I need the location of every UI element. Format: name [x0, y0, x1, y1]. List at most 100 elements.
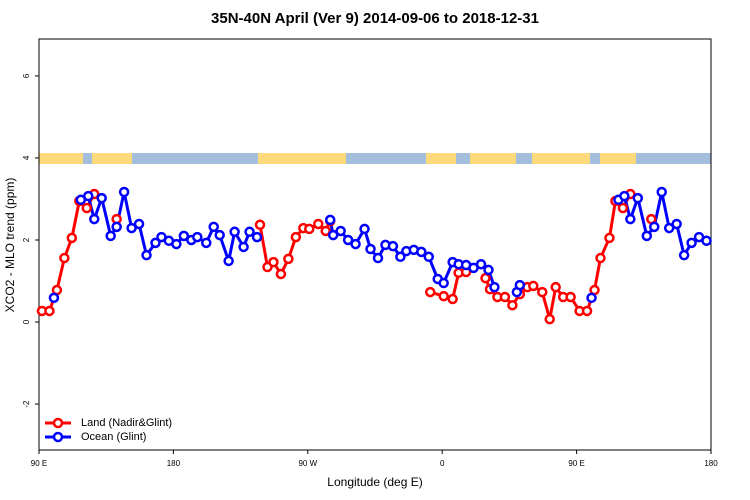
- x-tick-label: 90 E: [568, 459, 584, 468]
- data-point: [105, 230, 116, 242]
- data-point: [81, 202, 93, 214]
- data-point: [537, 286, 548, 298]
- ocean-strip: [39, 153, 711, 164]
- data-point: [619, 190, 630, 202]
- data-point: [581, 305, 593, 317]
- land-strip: [532, 153, 590, 164]
- data-point: [447, 293, 458, 305]
- data-point: [89, 213, 100, 225]
- data-point: [544, 313, 555, 325]
- x-tick-label: 90 E: [31, 459, 47, 468]
- data-point: [214, 229, 225, 241]
- data-point: [514, 279, 526, 291]
- data-point: [595, 252, 606, 264]
- data-point: [649, 221, 660, 233]
- data-point: [416, 246, 427, 258]
- data-point: [201, 237, 212, 249]
- data-point: [483, 264, 494, 276]
- data-point: [656, 186, 667, 198]
- data-point: [632, 192, 644, 204]
- data-point: [283, 253, 294, 265]
- data-point: [425, 286, 436, 298]
- data-point: [171, 238, 182, 250]
- land-strip: [258, 153, 346, 164]
- land-strip: [600, 153, 636, 164]
- y-axis-label: XCO2 - MLO trend (ppm): [3, 178, 17, 313]
- data-point: [268, 256, 279, 268]
- y-tick-label: 6: [22, 73, 31, 78]
- data-point: [178, 230, 190, 242]
- data-point: [133, 218, 145, 230]
- data-point: [66, 232, 78, 244]
- data-point: [663, 222, 675, 234]
- data-point: [141, 249, 152, 261]
- x-tick-label: 90 W: [298, 459, 317, 468]
- legend-label: Ocean (Glint): [81, 431, 146, 443]
- data-point: [313, 218, 324, 230]
- data-point: [304, 223, 315, 235]
- data-point: [625, 213, 636, 225]
- data-point: [438, 277, 449, 289]
- data-point: [324, 214, 336, 226]
- data-point: [44, 305, 55, 317]
- data-point: [111, 221, 122, 233]
- data-point: [528, 280, 539, 292]
- data-point: [150, 237, 161, 249]
- data-point: [480, 272, 491, 284]
- data-point: [335, 225, 346, 237]
- chart-title: 35N-40N April (Ver 9) 2014-09-06 to 2018…: [211, 10, 539, 27]
- data-point: [251, 231, 263, 243]
- data-point: [387, 240, 399, 252]
- x-tick-label: 180: [167, 459, 181, 468]
- data-point: [365, 243, 376, 255]
- data-point: [244, 226, 255, 238]
- data-point: [372, 252, 384, 264]
- data-point: [565, 291, 576, 303]
- data-point: [438, 290, 449, 302]
- data-point: [48, 292, 60, 304]
- data-point: [290, 231, 302, 243]
- data-point: [275, 268, 287, 280]
- data-point: [423, 251, 435, 263]
- data-point: [499, 291, 511, 303]
- data-point: [550, 281, 561, 293]
- data-point: [83, 190, 94, 202]
- data-point: [604, 232, 615, 244]
- legend-marker: [52, 417, 64, 429]
- legend-label: Land (Nadir&Glint): [81, 417, 172, 429]
- data-point: [617, 202, 629, 214]
- data-point: [641, 230, 653, 242]
- data-point: [671, 218, 682, 230]
- land-strip: [470, 153, 516, 164]
- data-point: [678, 249, 690, 261]
- data-point: [208, 221, 219, 233]
- data-point: [96, 192, 107, 204]
- data-point: [229, 226, 240, 238]
- x-tick-label: 0: [440, 459, 445, 468]
- data-point: [327, 229, 339, 241]
- x-tick-label: 180: [704, 459, 718, 468]
- y-tick-label: 0: [22, 319, 31, 324]
- land-strip: [39, 153, 83, 164]
- data-point: [126, 222, 137, 234]
- data-point: [686, 237, 697, 249]
- data-point: [475, 258, 487, 270]
- y-tick-label: -2: [22, 400, 31, 408]
- data-point: [59, 252, 70, 264]
- plot-frame: [38, 38, 712, 451]
- land-strip: [92, 153, 132, 164]
- data-point: [254, 219, 266, 231]
- data-point: [701, 235, 712, 247]
- data-point: [350, 238, 361, 250]
- data-point: [507, 299, 518, 311]
- data-point: [489, 281, 500, 293]
- data-point: [395, 251, 406, 263]
- data-point: [359, 223, 370, 235]
- x-axis-label: Longitude (deg E): [327, 475, 422, 489]
- data-point: [118, 186, 130, 198]
- surface-mask-strip: [39, 153, 711, 164]
- legend-marker: [52, 431, 64, 443]
- data-point: [586, 292, 597, 304]
- y-tick-label: 2: [22, 237, 31, 242]
